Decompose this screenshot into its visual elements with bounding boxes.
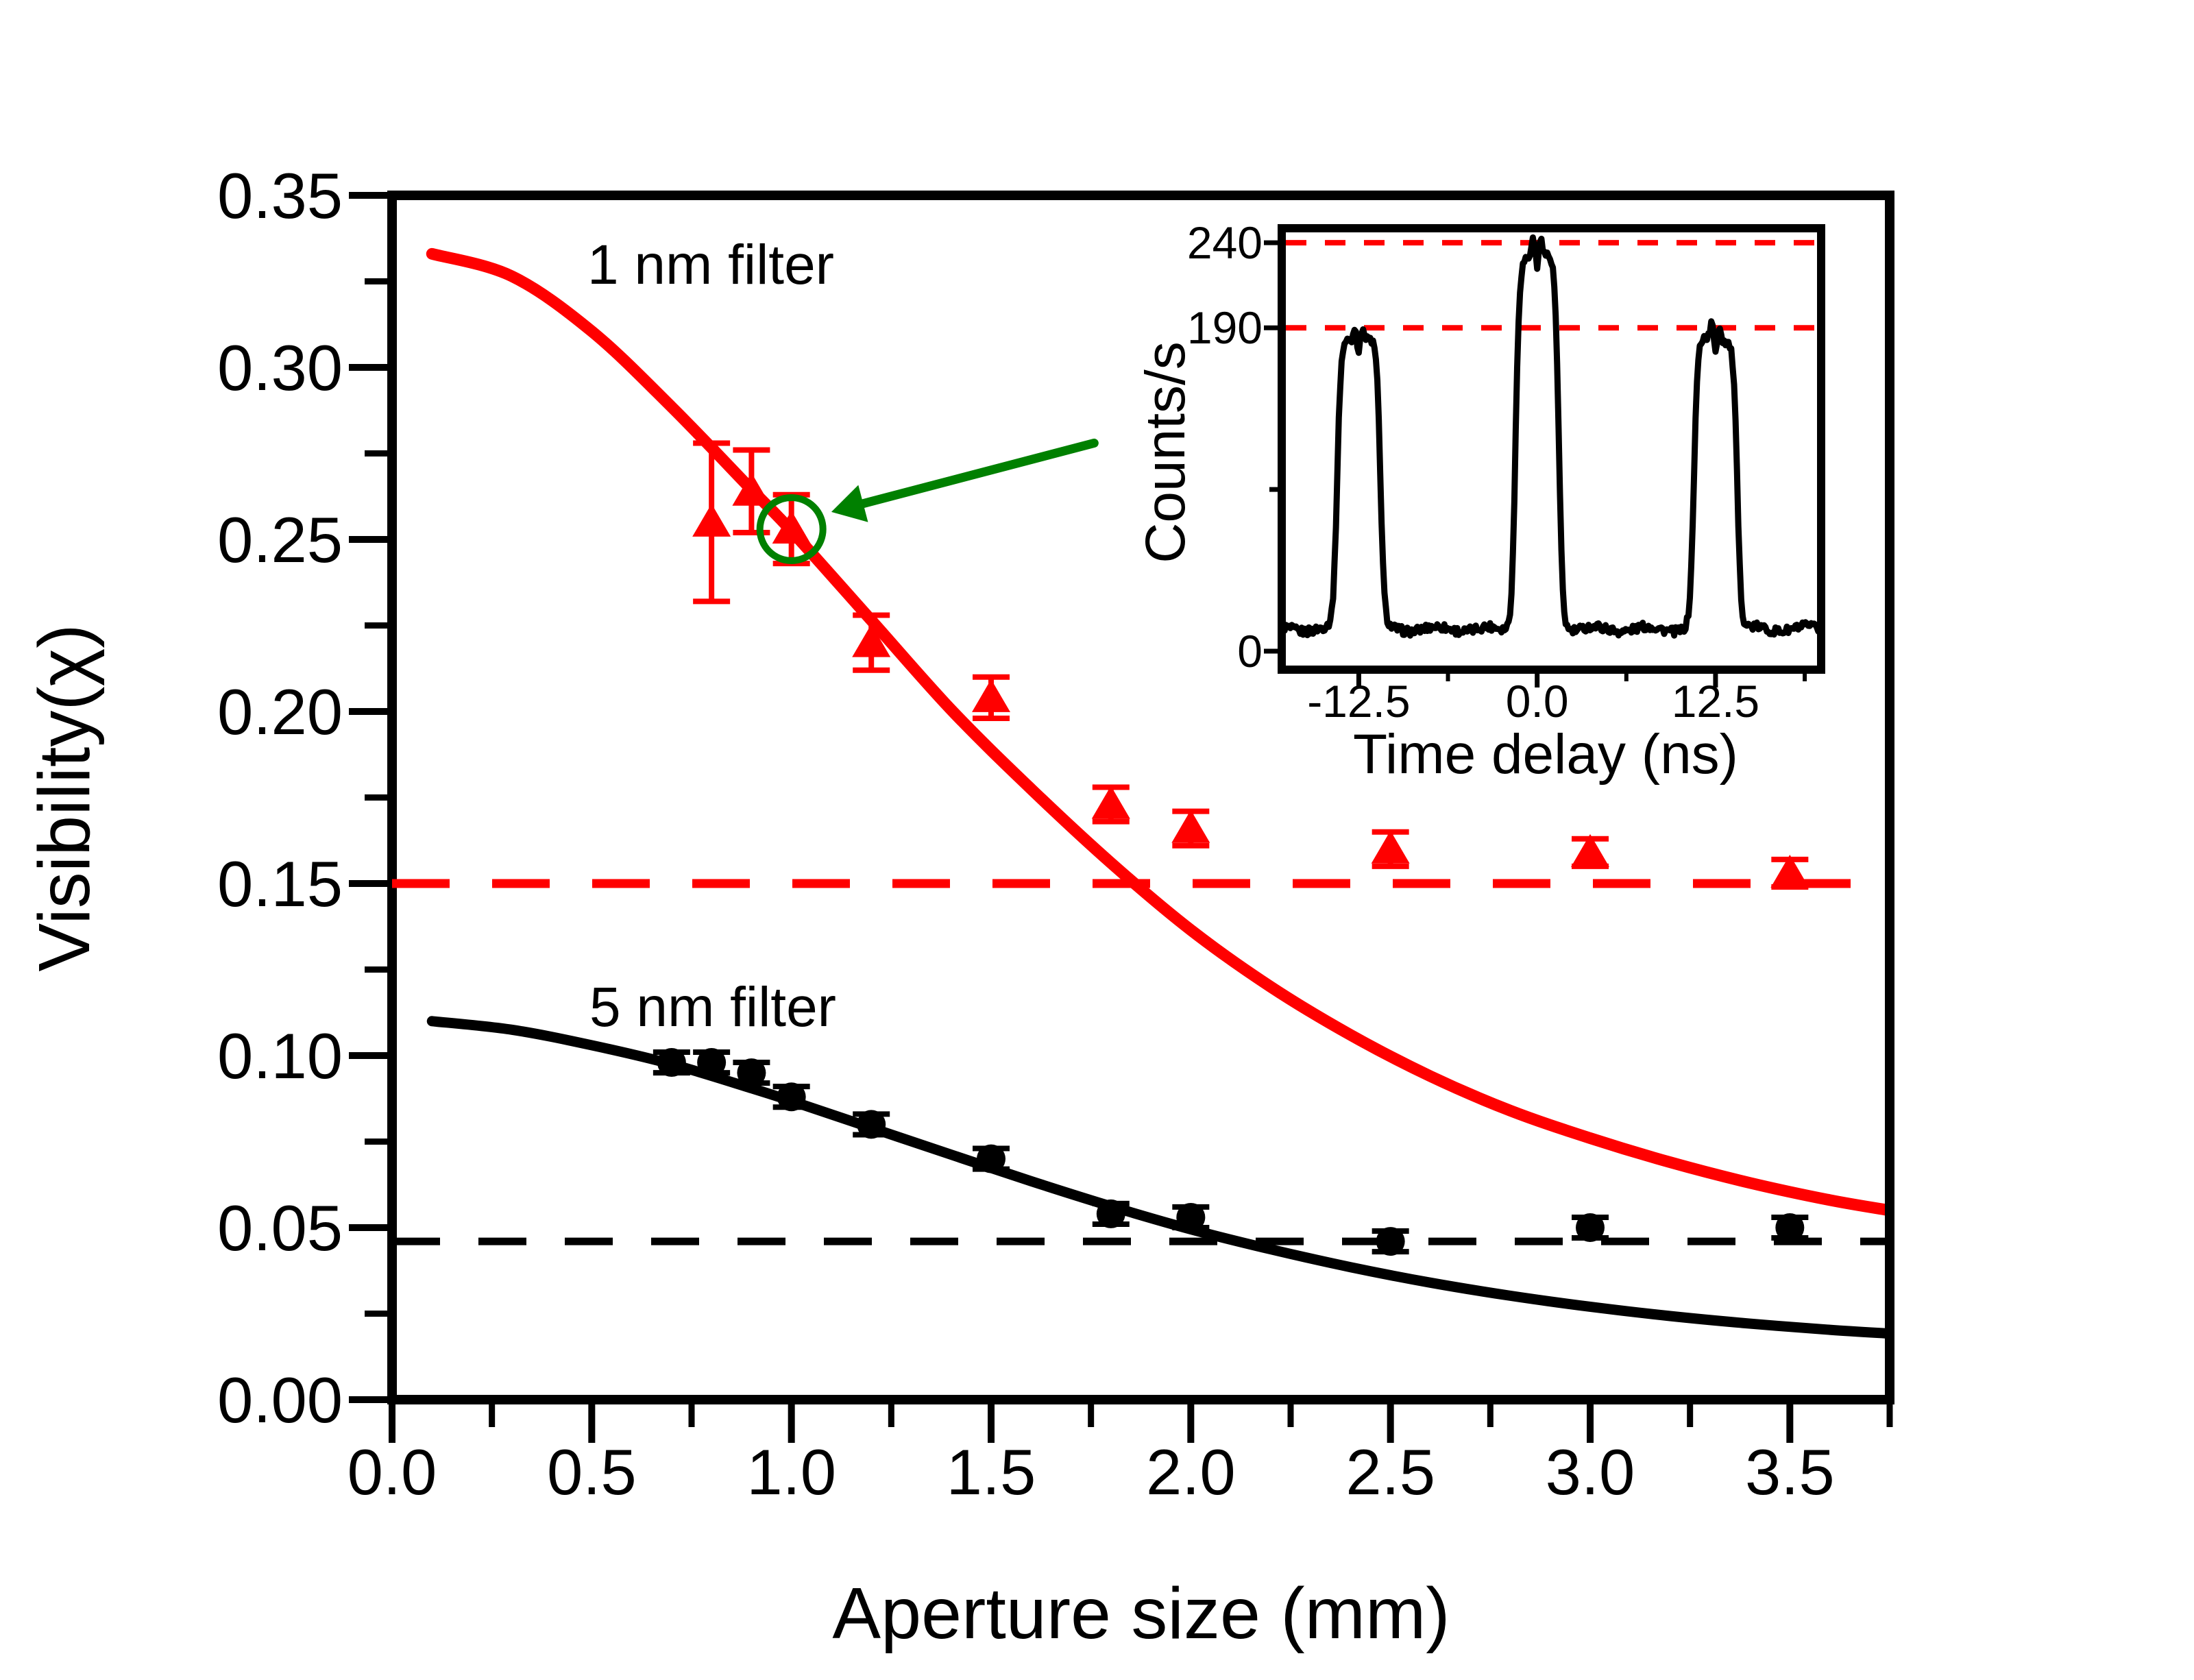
triangle-marker-1nm xyxy=(1571,833,1609,867)
x-tick-label: 2.0 xyxy=(1146,1436,1236,1508)
x-tick-label: 1.5 xyxy=(947,1436,1036,1508)
inset-x-axis-title: Time delay (ns) xyxy=(1353,723,1738,786)
circle-marker-5nm xyxy=(737,1058,766,1088)
circle-marker-5nm xyxy=(697,1048,727,1078)
x-tick-label: 0.5 xyxy=(547,1436,637,1508)
y-tick-label: 0.25 xyxy=(217,504,343,576)
x-tick-label: 1.0 xyxy=(746,1436,836,1508)
inset-y-axis-title: Counts/s xyxy=(1134,341,1197,563)
inset-frame xyxy=(1278,224,1825,674)
inset-y-tick-label: 240 xyxy=(1187,217,1263,268)
y-tick-label: 0.30 xyxy=(217,332,343,404)
green-arrow-shaft xyxy=(858,438,1099,509)
inset-y-tick-label: 190 xyxy=(1187,302,1263,353)
triangle-marker-1nm xyxy=(852,624,891,657)
circle-marker-5nm xyxy=(1376,1227,1405,1256)
x-tick-label: 3.0 xyxy=(1546,1436,1635,1508)
y-tick-label: 0.15 xyxy=(217,848,343,920)
annotations-layer xyxy=(756,438,1099,564)
series-label-1nm-filter: 1 nm filter xyxy=(587,234,834,296)
main-plot: 0.0 0.5 1.0 1.5 2.0 2.5 3.0 3.50.000.050.100.15… xyxy=(217,160,1894,1508)
triangle-marker-1nm xyxy=(692,503,731,537)
inset-coincidence-trace xyxy=(1286,234,1817,639)
triangle-marker-1nm xyxy=(1371,830,1410,864)
triangle-marker-1nm xyxy=(772,510,811,544)
fit-curve-5nm xyxy=(426,1016,1885,1339)
circle-marker-5nm xyxy=(777,1082,806,1112)
series-label-5nm-filter: 5 nm filter xyxy=(589,976,836,1038)
inset-y-tick-label: 0 xyxy=(1237,626,1263,677)
x-axis-title: Aperture size (mm) xyxy=(832,1573,1450,1654)
x-tick-label: 2.5 xyxy=(1345,1436,1435,1508)
y-tick-label: 0.35 xyxy=(217,160,343,232)
fit-curve-1nm xyxy=(426,247,1885,1216)
circle-marker-5nm xyxy=(977,1144,1005,1173)
y-tick-label: 0.00 xyxy=(217,1364,343,1436)
circle-marker-5nm xyxy=(657,1048,686,1078)
triangle-marker-1nm xyxy=(1770,854,1809,888)
inset-x-tick-label: -12.5 xyxy=(1307,676,1410,727)
inset-x-tick-label: 12.5 xyxy=(1672,676,1759,727)
triangle-marker-1nm xyxy=(732,472,771,506)
main-plot-frame xyxy=(387,191,1894,1404)
inset-plot: -12.5 0.0 12.5 240 190 0 xyxy=(1187,217,1825,727)
circle-marker-5nm xyxy=(1576,1213,1605,1242)
green-arrow-head xyxy=(831,485,868,522)
y-tick-label: 0.10 xyxy=(217,1020,343,1092)
x-tick-label: 0.0 xyxy=(348,1436,437,1508)
triangle-marker-1nm xyxy=(972,679,1010,712)
y-tick-label: 0.05 xyxy=(217,1192,343,1264)
circle-marker-5nm xyxy=(857,1110,886,1139)
y-tick-label: 0.20 xyxy=(217,676,343,748)
circle-marker-5nm xyxy=(1176,1202,1206,1232)
triangle-marker-1nm xyxy=(1091,786,1130,819)
circle-marker-5nm xyxy=(1096,1199,1125,1228)
triangle-marker-1nm xyxy=(1171,809,1210,843)
x-tick-label: 3.5 xyxy=(1745,1436,1835,1508)
inset-x-tick-label: 0.0 xyxy=(1506,676,1569,727)
y-axis-title: Visibility(χ) xyxy=(24,624,105,971)
circle-marker-5nm xyxy=(1775,1213,1805,1242)
green-circle-highlight xyxy=(756,494,827,564)
